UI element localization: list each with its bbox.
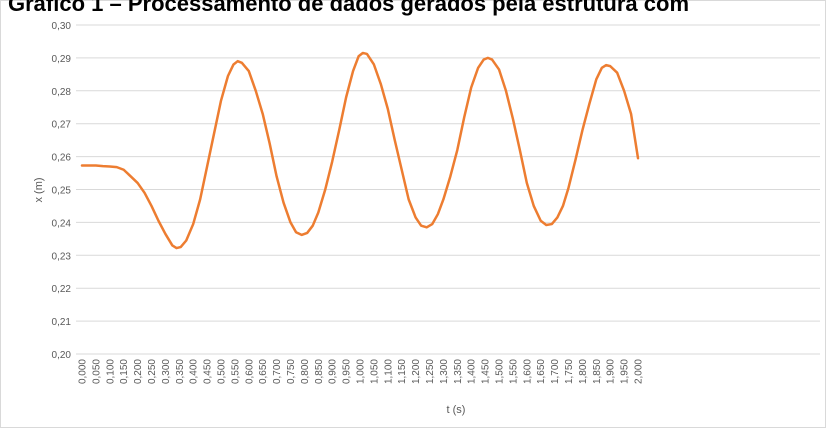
x-tick-label: 0,650 [258, 359, 269, 384]
x-tick-label: 2,000 [634, 359, 645, 384]
x-tick-label: 1,300 [439, 359, 450, 384]
y-tick-label: 0,25 [52, 186, 72, 197]
y-tick-label: 0,28 [52, 87, 72, 98]
x-tick-label: 0,700 [272, 359, 283, 384]
x-tick-label: 1,850 [592, 359, 603, 384]
x-tick-label: 1,800 [578, 359, 589, 384]
x-tick-label: 1,450 [481, 359, 492, 384]
x-tick-label: 0,600 [244, 359, 255, 384]
x-axis-tick-labels: 0,000 0,050 0,100 0,150 0,200 0,250 0,300 0,350… [78, 359, 645, 384]
x-tick-label: 0,450 [203, 359, 214, 384]
x-tick-label: 0,850 [314, 359, 325, 384]
x-tick-label: 1,100 [383, 359, 394, 384]
y-tick-label: 0,30 [52, 21, 72, 32]
x-tick-label: 1,150 [397, 359, 408, 384]
y-tick-label: 0,20 [52, 350, 72, 361]
x-tick-label: 0,900 [328, 359, 339, 384]
y-axis-tick-labels: 0,20 0,21 0,22 0,23 0,24 0,25 0,26 0,27 0,28 0,29… [52, 21, 72, 361]
y-tick-label: 0,23 [52, 251, 72, 262]
x-tick-label: 1,900 [606, 359, 617, 384]
chart-title: Gráfico 1 – Processamento de dados gerad… [8, 0, 690, 16]
x-tick-label: 0,800 [300, 359, 311, 384]
x-tick-label: 1,550 [508, 359, 519, 384]
series-line [80, 51, 640, 250]
x-tick-label: 1,250 [425, 359, 436, 384]
y-axis-label: x (m) [33, 177, 45, 202]
x-tick-label: 1,000 [356, 359, 367, 384]
x-tick-label: 0,550 [230, 359, 241, 384]
y-tick-label: 0,21 [52, 317, 72, 328]
x-tick-label: 1,750 [564, 359, 575, 384]
x-tick-label: 1,950 [620, 359, 631, 384]
x-tick-label: 0,350 [175, 359, 186, 384]
series-layer [80, 51, 640, 250]
y-tick-label: 0,26 [52, 153, 72, 164]
x-tick-label: 0,750 [286, 359, 297, 384]
x-tick-label: 0,200 [133, 359, 144, 384]
x-tick-label: 0,100 [105, 359, 116, 384]
x-tick-label: 1,500 [495, 359, 506, 384]
x-axis-label: t (s) [447, 404, 466, 416]
y-tick-label: 0,27 [52, 120, 72, 131]
x-tick-label: 0,150 [119, 359, 130, 384]
y-tick-label: 0,22 [52, 284, 72, 295]
x-tick-label: 1,200 [411, 359, 422, 384]
x-tick-label: 0,400 [189, 359, 200, 384]
x-tick-label: 1,700 [550, 359, 561, 384]
y-tick-label: 0,29 [52, 54, 72, 65]
x-tick-label: 0,300 [161, 359, 172, 384]
x-tick-label: 0,000 [78, 359, 89, 384]
x-tick-label: 0,500 [217, 359, 228, 384]
x-tick-label: 0,950 [342, 359, 353, 384]
x-tick-label: 1,350 [453, 359, 464, 384]
y-tick-label: 0,24 [52, 218, 72, 229]
x-tick-label: 1,600 [522, 359, 533, 384]
x-tick-label: 0,050 [91, 359, 102, 384]
x-tick-label: 0,250 [147, 359, 158, 384]
gridlines [76, 24, 820, 355]
x-tick-label: 1,400 [467, 359, 478, 384]
x-tick-label: 1,050 [369, 359, 380, 384]
x-tick-label: 1,650 [536, 359, 547, 384]
